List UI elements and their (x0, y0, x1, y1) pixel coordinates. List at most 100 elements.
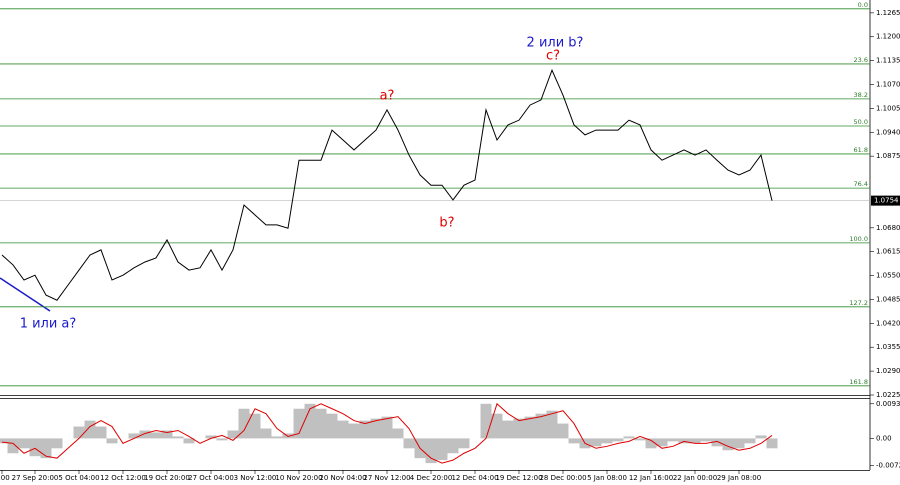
osc-bar (458, 438, 470, 449)
x-tick-label: 27 Oct 04:00 (188, 474, 234, 482)
osc-bar (491, 413, 503, 439)
x-tick-label: 10 Nov 20:00 (275, 474, 322, 482)
y-tick-label: 1.0355 (876, 343, 900, 351)
osc-bar (106, 438, 118, 444)
osc-bar (150, 432, 162, 439)
y-tick-label: 1.0420 (876, 319, 900, 327)
osc-bar (744, 438, 756, 444)
osc-bar (238, 408, 250, 439)
x-tick-label: 5 Oct 04:00 (58, 474, 99, 482)
osc-bar (524, 416, 536, 439)
osc-bar (711, 438, 723, 447)
osc-bar (656, 438, 668, 447)
osc-bar (436, 438, 448, 461)
fib-label: 161.8 (849, 378, 868, 386)
x-tick-label: 20 Nov 04:00 (319, 474, 366, 482)
fib-label: 38.2 (854, 91, 868, 99)
osc-bar (546, 410, 558, 439)
osc-bar (84, 420, 96, 439)
osc-bar (722, 438, 734, 451)
x-tick-label: 12 Jan 16:00 (629, 474, 673, 482)
osc-bar (7, 438, 19, 454)
fib-label: 127.2 (849, 299, 868, 307)
osc-bar (326, 413, 338, 439)
osc-bar (95, 426, 107, 439)
x-tick-label: 22 Jan 00:00 (673, 474, 717, 482)
x-tick-label: 3 Nov 12:00 (234, 474, 277, 482)
osc-bar (315, 408, 327, 439)
wave-annotation: 1 или a? (20, 317, 77, 332)
y-tick-label: 0.00 (876, 434, 892, 442)
osc-bar (634, 438, 646, 441)
x-tick-label: 27 Nov 12:00 (363, 474, 410, 482)
osc-bar (403, 438, 415, 449)
osc-bar (601, 438, 613, 444)
osc-bar (700, 438, 712, 442)
osc-bar (271, 436, 283, 439)
osc-bar (40, 438, 52, 459)
y-tick-label: 0.00932 (876, 400, 900, 408)
osc-bar (755, 435, 767, 439)
osc-bar (337, 420, 349, 439)
x-tick-label: 19 Oct 20:00 (144, 474, 190, 482)
osc-bar (733, 438, 745, 449)
osc-bar (535, 413, 547, 439)
x-tick-label: 12 Dec 04:00 (451, 474, 498, 482)
wave-annotation: c? (546, 49, 560, 64)
fib-label: 0.0 (858, 1, 868, 9)
current-price-box (871, 195, 900, 206)
osc-bar (689, 438, 701, 444)
fib-label: 76.4 (854, 180, 868, 188)
x-tick-label: 28 Dec 00:00 (539, 474, 586, 482)
osc-bar (447, 438, 459, 454)
osc-bar (216, 438, 228, 441)
osc-bar (139, 430, 151, 439)
x-tick-label: 29 Jan 08:00 (717, 474, 761, 482)
fib-label: 23.6 (854, 56, 868, 64)
y-tick-label: 1.0680 (876, 224, 900, 232)
fib-label: 50.0 (854, 118, 868, 126)
osc-bar (645, 438, 657, 449)
y-tick-label: 1.0875 (876, 152, 900, 160)
osc-bar (359, 420, 371, 439)
osc-bar (29, 438, 41, 457)
x-tick-label: 4 Dec 20:00 (410, 474, 453, 482)
osc-bar (0, 438, 8, 444)
signal-line (1, 402, 773, 464)
y-tick-label: 1.0485 (876, 295, 900, 303)
osc-bar (205, 435, 217, 439)
osc-bar (370, 418, 382, 439)
y-tick-label: -0.00728 (876, 461, 900, 469)
y-tick-label: 1.1265 (876, 9, 900, 17)
osc-bar (513, 418, 525, 439)
osc-bar (392, 428, 404, 439)
fib-label: 100.0 (849, 235, 868, 243)
y-tick-label: 1.1070 (876, 81, 900, 89)
osc-bar (568, 438, 580, 444)
osc-bar (128, 433, 140, 439)
osc-bar (502, 420, 514, 439)
osc-bar (304, 403, 316, 439)
y-tick-label: 1.0225 (876, 391, 900, 399)
trend-line (0, 277, 51, 312)
x-tick-label: 27 Sep 20:00 (12, 474, 59, 482)
osc-bar (766, 438, 778, 449)
osc-bar (293, 408, 305, 439)
osc-bar (183, 438, 195, 444)
y-tick-label: 1.1005 (876, 104, 900, 112)
x-tick-label: 19 Dec 12:00 (495, 474, 542, 482)
current-price-label: 1.0754 (874, 197, 899, 205)
y-tick-label: 1.0940 (876, 128, 900, 136)
osc-bar (667, 438, 679, 442)
osc-bar (348, 423, 360, 439)
y-tick-label: 1.1200 (876, 33, 900, 41)
osc-bar (18, 438, 30, 449)
y-tick-label: 1.0615 (876, 248, 900, 256)
osc-bar (260, 428, 272, 439)
fib-label: 61.8 (854, 146, 868, 154)
osc-bar (161, 430, 173, 439)
osc-bar (51, 438, 63, 449)
osc-bar (612, 438, 624, 442)
osc-bar (425, 438, 437, 464)
